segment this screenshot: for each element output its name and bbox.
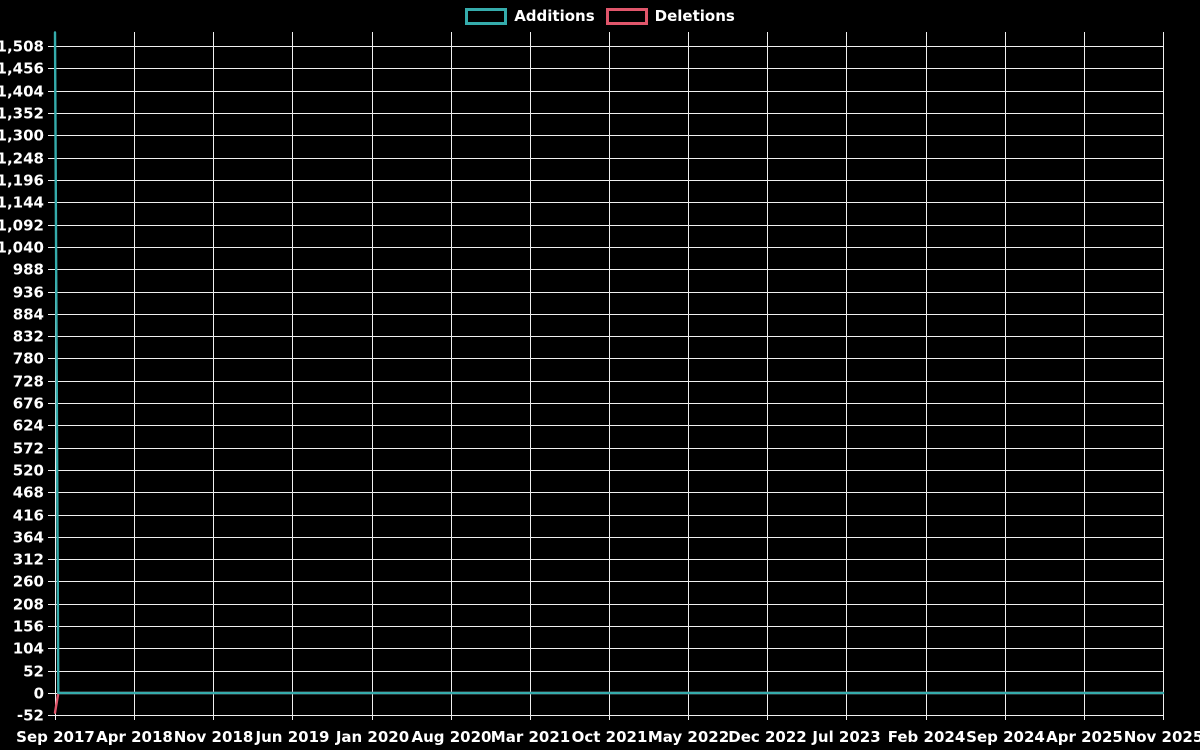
x-axis-label: Apr 2018 (96, 728, 173, 746)
y-axis-label: 572 (13, 440, 44, 458)
x-axis-label: Apr 2025 (1046, 728, 1123, 746)
y-axis-label: 312 (13, 551, 44, 569)
y-axis-label: 1,144 (0, 194, 44, 212)
x-axis-label: Aug 2020 (412, 728, 492, 746)
x-axis-label: Nov 2018 (174, 728, 254, 746)
y-axis-label: -52 (17, 707, 44, 725)
y-axis-label: 728 (13, 373, 44, 391)
y-axis-label: 1,456 (0, 60, 44, 78)
y-axis-label: 1,404 (0, 83, 44, 101)
y-axis-label: 468 (13, 484, 44, 502)
y-axis-label: 520 (13, 462, 44, 480)
y-axis-label: 0 (34, 685, 44, 703)
y-axis-label: 624 (13, 417, 44, 435)
y-axis-label: 1,300 (0, 127, 44, 145)
x-axis-label: Sep 2024 (966, 728, 1045, 746)
x-axis-label: Feb 2024 (888, 728, 966, 746)
y-axis-label: 832 (13, 328, 44, 346)
x-axis-label: Jul 2023 (811, 728, 880, 746)
y-axis-label: 52 (23, 663, 44, 681)
y-axis-label: 1,040 (0, 239, 44, 257)
x-axis-label: Mar 2021 (491, 728, 570, 746)
y-axis-label: 260 (13, 573, 44, 591)
y-axis-label: 416 (13, 507, 44, 525)
x-axis-label: Jan 2020 (335, 728, 409, 746)
y-axis-label: 1,352 (0, 105, 44, 123)
y-axis-label: 1,508 (0, 38, 44, 56)
x-axis-label: Sep 2017 (16, 728, 95, 746)
series-line-additions (53, 31, 1165, 695)
x-axis-label: Jun 2019 (255, 728, 330, 746)
x-axis-label: Dec 2022 (728, 728, 807, 746)
y-axis-label: 1,196 (0, 172, 44, 190)
y-axis-label: 884 (13, 306, 44, 324)
y-axis-label: 988 (13, 261, 44, 279)
y-axis-label: 1,092 (0, 217, 44, 235)
y-axis-label: 156 (13, 618, 44, 636)
x-axis-label: May 2022 (648, 728, 729, 746)
y-axis-label: 1,248 (0, 150, 44, 168)
x-axis-label: Oct 2021 (572, 728, 648, 746)
y-axis-label: 936 (13, 284, 44, 302)
y-axis-label: 104 (13, 640, 44, 658)
x-axis-label: Nov 2025 (1124, 728, 1200, 746)
y-axis-label: 208 (13, 596, 44, 614)
y-axis-label: 364 (13, 529, 44, 547)
y-axis-label: 780 (13, 350, 44, 368)
y-axis-label: 676 (13, 395, 44, 413)
